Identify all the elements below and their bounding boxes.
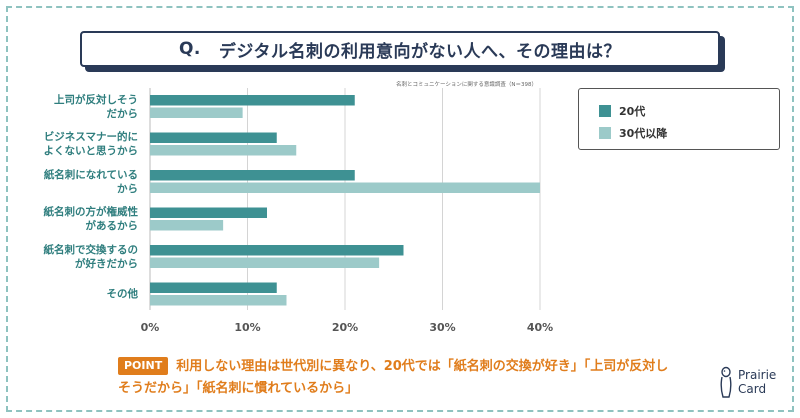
category-label: 紙名刺になれている から xyxy=(43,168,138,195)
legend-label-series2: 30代以降 xyxy=(619,127,668,140)
prairie-dog-icon xyxy=(720,366,732,398)
x-tick-label: 20% xyxy=(332,321,358,334)
logo-line2: Card xyxy=(738,382,767,396)
legend-swatch-series1 xyxy=(599,105,611,117)
bar-series2-cat0 xyxy=(150,107,243,118)
category-label: その他 xyxy=(106,288,139,300)
bar-series1-cat5 xyxy=(150,282,277,293)
bar-series1-cat1 xyxy=(150,132,277,143)
x-tick-label: 0% xyxy=(141,321,160,334)
x-tick-label: 30% xyxy=(429,321,455,334)
legend-item-series2: 30代以降 xyxy=(599,125,667,141)
x-tick-label: 40% xyxy=(527,321,553,334)
question-prefix: Q. xyxy=(178,39,201,59)
category-label: 紙名刺で交換するの が好きだから xyxy=(43,243,139,270)
bar-series2-cat1 xyxy=(150,145,297,156)
point-text: 利用しない理由は世代別に異なり、20代では「紙名刺の交換が好き」「上司が反対しそ… xyxy=(118,359,669,396)
bar-series1-cat4 xyxy=(150,245,404,256)
question-text: デジタル名刺の利用意向がない人へ、その理由は？ xyxy=(218,41,622,62)
point-badge: POINT xyxy=(118,357,169,375)
bar-series2-cat5 xyxy=(150,295,287,306)
legend-swatch-series2 xyxy=(599,127,611,139)
logo-line1: Prairie xyxy=(738,368,777,382)
category-label: 紙名刺の方が権威性 があるから xyxy=(43,206,139,232)
bar-series2-cat3 xyxy=(150,220,224,231)
category-label: ビジネスマナー的に よくないと思うから xyxy=(43,131,139,157)
category-label: 上司が反対しそう だから xyxy=(54,93,138,120)
legend-label-series1: 20代 xyxy=(619,105,646,118)
source-note: 名刺とコミュニケーションに関する意識調査（N＝398） xyxy=(396,82,538,88)
bar-series2-cat4 xyxy=(150,257,380,268)
point-summary: POINT 利用しない理由は世代別に異なり、20代では「紙名刺の交換が好き」「上司… xyxy=(118,356,678,400)
bar-series1-cat2 xyxy=(150,170,355,181)
bar-series1-cat0 xyxy=(150,95,355,106)
dashed-frame xyxy=(6,6,794,412)
legend-item-series1: 20代 xyxy=(599,103,645,119)
chart-legend: 20代 30代以降 xyxy=(578,88,780,150)
question-title-box: Q. デジタル名刺の利用意向がない人へ、その理由は？ xyxy=(80,31,720,67)
prairie-card-logo: Prairie Card xyxy=(718,362,782,402)
x-tick-label: 10% xyxy=(234,321,260,334)
bar-series1-cat3 xyxy=(150,207,267,218)
bar-series2-cat2 xyxy=(150,182,540,193)
